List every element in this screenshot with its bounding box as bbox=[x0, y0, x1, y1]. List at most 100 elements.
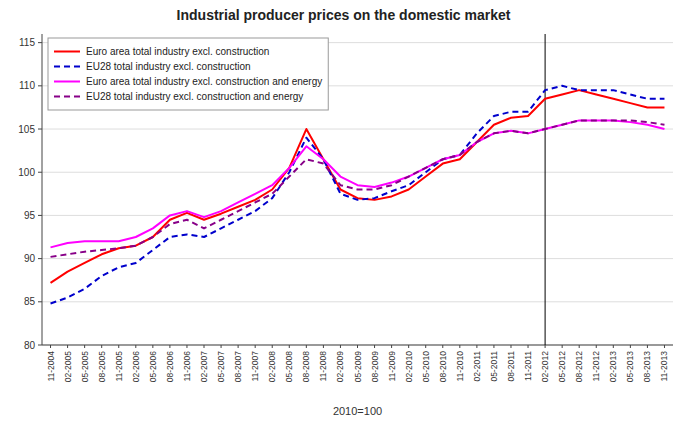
x-tick-label: 02-2007 bbox=[199, 351, 209, 382]
y-tick-label: 100 bbox=[18, 167, 35, 178]
x-tick-label: 11-2012 bbox=[591, 351, 601, 382]
series-line bbox=[51, 120, 665, 247]
grid-line bbox=[42, 258, 673, 259]
x-tick-label: 05-2011 bbox=[489, 351, 499, 382]
x-tick bbox=[408, 345, 409, 348]
x-tick bbox=[204, 345, 205, 348]
plot-area bbox=[51, 34, 665, 345]
y-axis bbox=[42, 34, 43, 345]
x-tick-label: 08-2009 bbox=[370, 351, 380, 382]
x-tick-label: 02-2010 bbox=[404, 351, 414, 382]
y-tick-label: 110 bbox=[19, 80, 35, 91]
grid-line bbox=[42, 172, 673, 173]
x-tick-label: 11-2005 bbox=[114, 351, 124, 382]
x-tick-label: 11-2007 bbox=[250, 351, 260, 382]
x-tick bbox=[152, 345, 153, 348]
x-tick bbox=[255, 345, 256, 348]
grid-line bbox=[42, 215, 673, 216]
x-axis-label: 2010=100 bbox=[333, 405, 382, 417]
legend-label: EU28 total industry excl. construction bbox=[86, 61, 251, 72]
legend-label: Euro area total industry excl. construct… bbox=[86, 46, 269, 57]
x-tick bbox=[186, 345, 187, 348]
x-tick-label: 11-2013 bbox=[659, 351, 669, 382]
x-tick bbox=[510, 345, 511, 348]
x-tick bbox=[323, 345, 324, 348]
x-tick-label: 02-2005 bbox=[63, 351, 73, 382]
y-tick bbox=[38, 42, 42, 43]
y-tick bbox=[38, 85, 42, 86]
y-tick bbox=[38, 215, 42, 216]
x-tick bbox=[238, 345, 239, 348]
x-tick-label: 08-2007 bbox=[233, 351, 243, 382]
x-tick-label: 11-2009 bbox=[387, 351, 397, 382]
x-tick bbox=[340, 345, 341, 348]
y-tick-label: 105 bbox=[18, 124, 35, 135]
x-tick bbox=[357, 345, 358, 348]
legend-swatch bbox=[54, 96, 80, 98]
x-tick-label: 11-2008 bbox=[318, 351, 328, 382]
legend-label: EU28 total industry excl. construction a… bbox=[86, 91, 303, 102]
x-tick bbox=[84, 345, 85, 348]
legend-swatch bbox=[54, 51, 80, 53]
x-tick bbox=[425, 345, 426, 348]
x-tick bbox=[135, 345, 136, 348]
x-tick-label: 05-2005 bbox=[80, 351, 90, 382]
x-tick bbox=[459, 345, 460, 348]
x-tick-label: 11-2010 bbox=[455, 351, 465, 382]
x-tick-label: 02-2009 bbox=[335, 351, 345, 382]
x-tick bbox=[613, 345, 614, 348]
x-tick bbox=[562, 345, 563, 348]
vertical-line bbox=[545, 34, 546, 345]
x-tick bbox=[579, 345, 580, 348]
x-tick-label: 05-2008 bbox=[284, 351, 294, 382]
y-tick-label: 85 bbox=[24, 296, 36, 307]
x-tick bbox=[476, 345, 477, 348]
grid-line bbox=[42, 129, 673, 130]
x-tick-label: 05-2013 bbox=[625, 351, 635, 382]
legend-swatch bbox=[54, 66, 80, 68]
x-tick-label: 02-2011 bbox=[472, 351, 482, 382]
x-tick bbox=[442, 345, 443, 348]
x-tick-label: 08-2010 bbox=[438, 351, 448, 382]
x-tick bbox=[50, 345, 51, 348]
x-tick bbox=[101, 345, 102, 348]
series-line bbox=[51, 86, 665, 304]
x-tick bbox=[647, 345, 648, 348]
x-tick bbox=[596, 345, 597, 348]
x-tick bbox=[67, 345, 68, 348]
legend-swatch bbox=[54, 81, 80, 83]
x-tick-label: 05-2006 bbox=[148, 351, 158, 382]
legend-box bbox=[48, 38, 328, 110]
y-tick-label: 115 bbox=[19, 37, 35, 48]
x-tick bbox=[664, 345, 665, 348]
x-tick-label: 11-2006 bbox=[182, 351, 192, 382]
x-tick bbox=[630, 345, 631, 348]
series-line bbox=[51, 120, 665, 256]
x-tick-label: 05-2012 bbox=[557, 351, 567, 382]
x-tick bbox=[306, 345, 307, 348]
x-tick-label: 11-2011 bbox=[523, 351, 533, 381]
x-tick bbox=[493, 345, 494, 348]
x-tick-label: 08-2005 bbox=[97, 351, 107, 382]
x-tick-label: 08-2012 bbox=[574, 351, 584, 382]
x-tick-label: 08-2011 bbox=[506, 351, 516, 382]
x-tick bbox=[272, 345, 273, 348]
y-tick bbox=[38, 129, 42, 130]
x-tick bbox=[391, 345, 392, 348]
x-tick bbox=[169, 345, 170, 348]
chart: Industrial producer prices on the domest… bbox=[0, 0, 687, 423]
y-tick-label: 80 bbox=[24, 340, 36, 351]
x-tick-label: 02-2008 bbox=[267, 351, 277, 382]
x-tick bbox=[374, 345, 375, 348]
y-tick bbox=[38, 172, 42, 173]
x-tick-label: 05-2010 bbox=[421, 351, 431, 382]
y-tick bbox=[38, 345, 42, 346]
x-tick-label: 05-2007 bbox=[216, 351, 226, 382]
x-tick bbox=[118, 345, 119, 348]
y-tick-label: 90 bbox=[24, 253, 36, 264]
y-tick bbox=[38, 258, 42, 259]
legend-label: Euro area total industry excl. construct… bbox=[86, 76, 322, 87]
x-tick-label: 02-2012 bbox=[540, 351, 550, 382]
x-tick bbox=[289, 345, 290, 348]
x-tick bbox=[221, 345, 222, 348]
